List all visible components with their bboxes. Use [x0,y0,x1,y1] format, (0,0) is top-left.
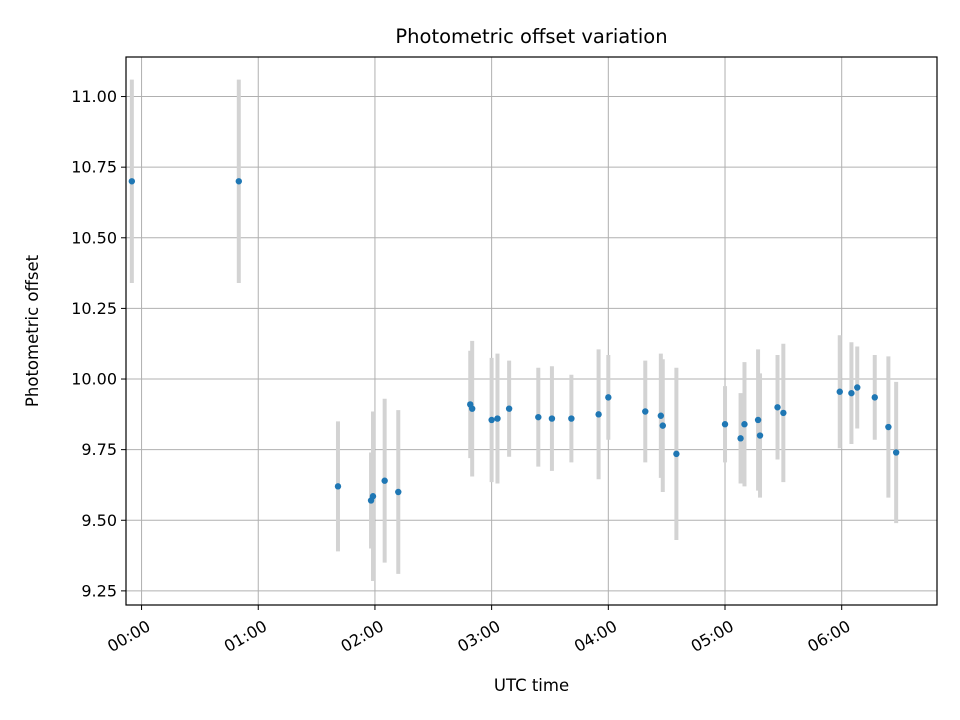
data-point [756,432,764,439]
data-point [605,394,612,401]
plot-area-frame [125,56,938,606]
data-point [836,388,843,395]
data-point [892,449,900,456]
y-axis-label: Photometric offset [23,254,42,407]
data-point [128,178,136,185]
y-tick-label: 10.75 [71,158,117,177]
data-point [848,389,855,397]
data-points [128,178,900,504]
y-axis-ticks: 9.25 9.50 9.75 10.00 10.25 10.50 10.75 11.00 [71,87,126,600]
y-tick-label: 10.25 [71,299,117,318]
y-tick-label: 9.50 [81,511,117,530]
data-point [659,422,666,429]
data-point [657,412,665,419]
data-point [871,394,878,401]
data-point [673,450,680,458]
y-tick-label: 10.50 [71,228,117,247]
data-point [395,488,402,496]
x-axis-label: UTC time [494,676,569,695]
data-point [741,421,748,428]
data-point [334,483,342,490]
data-point [381,477,388,484]
data-point [721,421,729,428]
data-point [535,413,542,421]
data-point [369,493,377,500]
y-tick-label: 11.00 [71,87,117,106]
data-point [494,415,501,422]
data-point [885,423,892,431]
data-point [780,409,787,417]
data-point [854,384,861,391]
data-point [505,405,513,412]
data-point [754,416,762,424]
data-point [548,415,556,422]
grid-lines [126,57,937,605]
data-point [774,404,781,411]
data-point [488,416,495,424]
data-point [568,415,575,422]
y-tick-label: 10.00 [71,370,117,389]
chart-title: Photometric offset variation [395,25,667,48]
data-point [737,435,744,442]
y-tick-label: 9.25 [81,581,117,600]
data-point [235,178,243,185]
data-point [642,408,649,415]
data-point [595,411,602,418]
y-tick-label: 9.75 [81,440,117,459]
data-point [468,405,476,412]
